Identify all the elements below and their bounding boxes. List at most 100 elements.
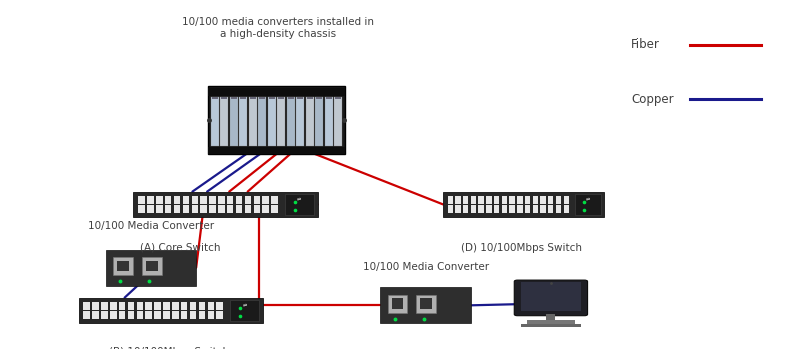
Bar [306,97,314,147]
Bar [245,205,251,213]
Bar [463,205,468,213]
Bar [181,311,187,319]
Bar [217,311,223,319]
Bar [110,311,117,319]
Bar [165,196,171,204]
Bar [230,97,238,147]
Bar [417,295,436,312]
Bar [262,196,269,204]
Text: 10/100 Media Converter: 10/100 Media Converter [89,221,214,231]
Bar [92,302,99,310]
Bar [210,196,216,204]
Bar [101,311,108,319]
Text: Copper: Copper [631,93,674,106]
Bar [200,205,207,213]
Bar [249,97,257,147]
Bar [146,311,152,319]
Bar [335,97,341,98]
Bar [259,97,265,98]
Bar [245,196,251,204]
Bar [174,196,180,204]
Bar [254,196,260,204]
Bar [128,311,134,319]
Bar [236,205,242,213]
Bar [563,196,569,204]
Bar [217,302,223,310]
Text: (A) Core Switch: (A) Core Switch [140,243,221,253]
Bar [198,311,206,319]
Bar [198,302,206,310]
Bar [101,302,108,310]
Bar [172,311,178,319]
Bar [220,97,228,147]
Bar [540,205,546,213]
Bar [271,205,278,213]
Bar [191,196,198,204]
Bar [182,196,189,204]
Bar [325,97,333,147]
Bar [78,298,262,323]
Bar [463,196,468,204]
Bar [208,88,345,96]
Bar [128,302,134,310]
Text: 10/100 media converters installed in
a high-density chassis: 10/100 media converters installed in a h… [182,17,374,39]
Bar [502,205,507,213]
Bar [190,302,196,310]
Bar [154,302,161,310]
Bar [138,205,145,213]
Bar [163,302,170,310]
Bar [200,196,207,204]
Bar [288,97,294,98]
Bar [521,324,581,327]
Bar [207,302,214,310]
Bar [208,86,345,154]
Bar [317,97,322,98]
Bar [447,196,453,204]
Bar [447,205,453,213]
Bar [287,97,294,147]
Bar [137,302,143,310]
Text: (D) 10/100Mbps Switch: (D) 10/100Mbps Switch [461,243,582,253]
Bar [119,302,126,310]
Bar [156,196,162,204]
Bar [92,311,99,319]
Bar [517,205,522,213]
Bar [443,192,604,217]
Bar [254,205,260,213]
FancyBboxPatch shape [514,280,587,316]
Bar [227,196,234,204]
Bar [142,257,162,275]
Bar [478,196,484,204]
Bar [470,196,476,204]
Bar [269,97,274,98]
Bar [540,196,546,204]
Bar [455,196,461,204]
Bar [486,205,491,213]
Bar [212,97,218,98]
Text: ⇌: ⇌ [297,197,302,202]
Bar [521,282,582,311]
Bar [470,205,476,213]
Bar [208,147,345,154]
Bar [298,97,303,98]
Bar [222,97,227,98]
Bar [258,97,266,147]
Bar [548,205,554,213]
Bar [526,320,575,324]
Bar [174,205,180,213]
Bar [138,196,145,204]
Bar [510,205,514,213]
Bar [478,205,484,213]
Bar [146,260,158,271]
Bar [278,97,284,98]
Bar [502,196,507,204]
Bar [494,196,499,204]
Bar [285,194,314,215]
Bar [381,287,470,323]
Bar [182,205,189,213]
Bar [296,97,304,147]
Bar [236,196,242,204]
Bar [106,250,196,285]
Bar [83,311,90,319]
Bar [307,97,313,98]
